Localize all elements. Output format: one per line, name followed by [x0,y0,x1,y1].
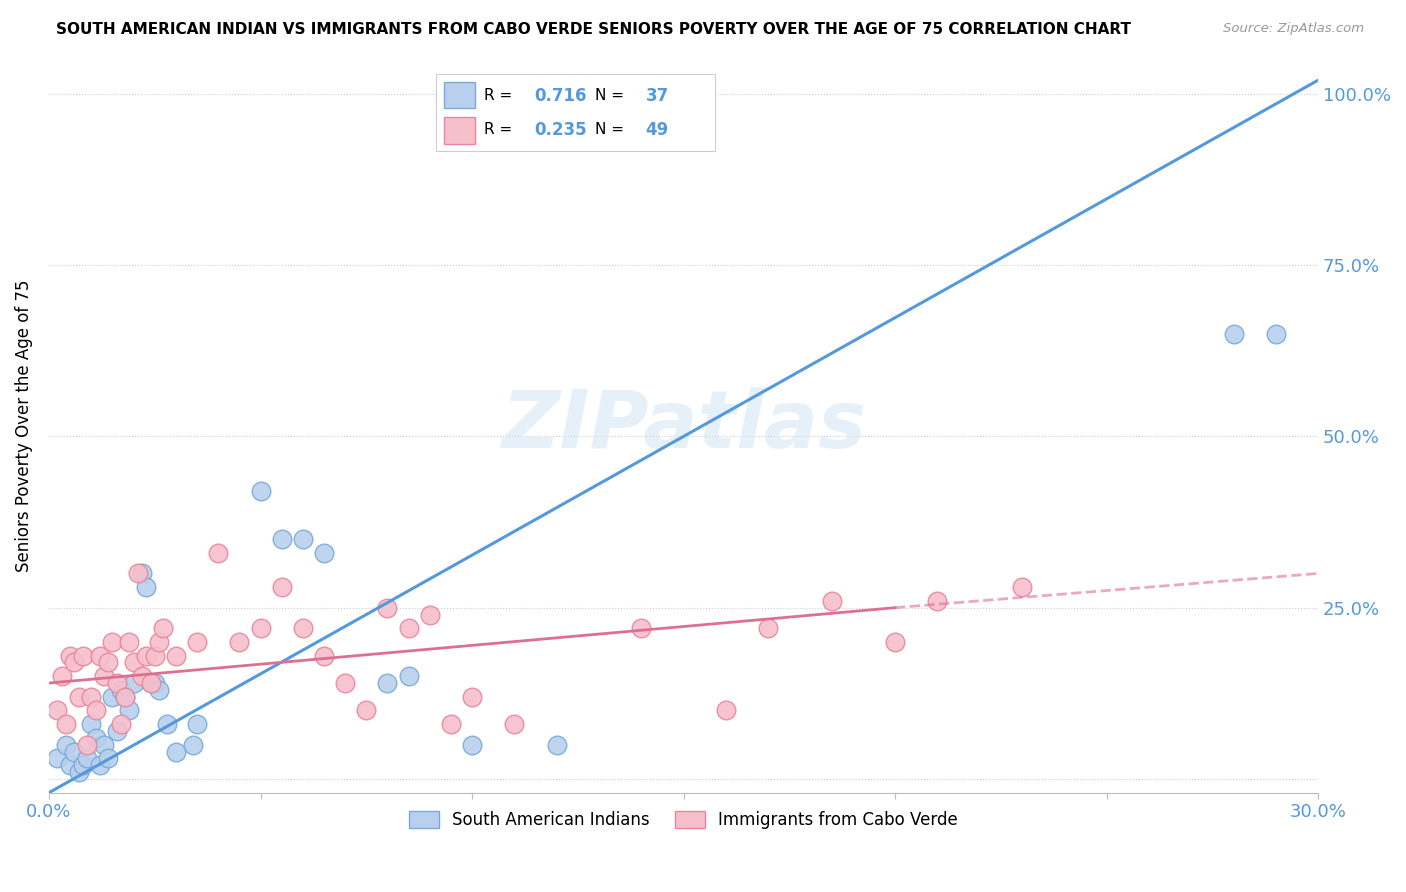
Legend: South American Indians, Immigrants from Cabo Verde: South American Indians, Immigrants from … [402,804,965,836]
Point [398,621,420,635]
Point [503,717,526,731]
Point [97,656,120,670]
Point [80,717,103,731]
Point [76,751,98,765]
Text: ZIPatlas: ZIPatlas [501,387,866,465]
Point [419,607,441,622]
Point [101,690,124,704]
Point [131,669,153,683]
Point [67,765,90,780]
Point [546,738,568,752]
Point [291,621,314,635]
Point [122,656,145,670]
Point [72,648,94,663]
Point [377,600,399,615]
Point [101,635,124,649]
Point [156,717,179,731]
Point [270,532,292,546]
Point [55,717,77,731]
Point [186,635,208,649]
Point [84,731,107,745]
Point [63,745,86,759]
Point [59,648,82,663]
Point [249,484,271,499]
Point [756,621,779,635]
Point [80,690,103,704]
Point [135,580,157,594]
Point [110,717,132,731]
Point [148,682,170,697]
Point [148,635,170,649]
Point [105,676,128,690]
Point [114,690,136,704]
Point [127,566,149,581]
Point [1011,580,1033,594]
Text: Source: ZipAtlas.com: Source: ZipAtlas.com [1223,22,1364,36]
Point [55,738,77,752]
Point [76,738,98,752]
Point [93,738,115,752]
Point [59,758,82,772]
Point [97,751,120,765]
Point [143,676,166,690]
Point [186,717,208,731]
Point [89,648,111,663]
Point [51,669,73,683]
Point [72,758,94,772]
Point [46,751,69,765]
Y-axis label: Seniors Poverty Over the Age of 75: Seniors Poverty Over the Age of 75 [15,280,32,573]
Point [270,580,292,594]
Point [84,703,107,717]
Point [131,566,153,581]
Point [312,546,335,560]
Point [118,703,141,717]
Point [820,594,842,608]
Point [114,690,136,704]
Point [461,738,484,752]
Point [333,676,356,690]
Point [1222,326,1244,341]
Point [122,676,145,690]
Point [207,546,229,560]
Point [165,648,187,663]
Point [93,669,115,683]
Point [356,703,378,717]
Point [377,676,399,690]
Point [927,594,949,608]
Point [398,669,420,683]
Point [714,703,737,717]
Point [312,648,335,663]
Point [165,745,187,759]
Point [139,676,162,690]
Point [105,724,128,739]
Point [89,758,111,772]
Point [1264,326,1286,341]
Point [67,690,90,704]
Text: SOUTH AMERICAN INDIAN VS IMMIGRANTS FROM CABO VERDE SENIORS POVERTY OVER THE AGE: SOUTH AMERICAN INDIAN VS IMMIGRANTS FROM… [56,22,1132,37]
Point [110,682,132,697]
Point [249,621,271,635]
Point [139,676,162,690]
Point [152,621,174,635]
Point [884,635,907,649]
Point [630,621,652,635]
Point [291,532,314,546]
Point [63,656,86,670]
Point [135,648,157,663]
Point [118,635,141,649]
Point [46,703,69,717]
Point [181,738,204,752]
Point [440,717,463,731]
Point [461,690,484,704]
Point [143,648,166,663]
Point [228,635,250,649]
